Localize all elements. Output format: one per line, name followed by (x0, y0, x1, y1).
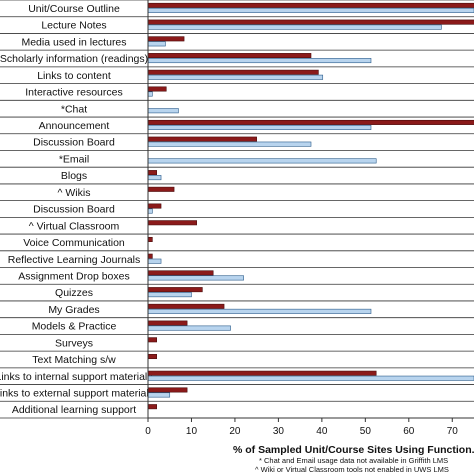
annotation-wiki-virtual-classroom: ^ Wiki or Virtual Classroom tools not en… (255, 465, 449, 474)
bar-series-1 (147, 303, 225, 309)
bar-series-2 (147, 7, 474, 13)
bar-series-2 (147, 141, 312, 147)
category-label: Lecture Notes (41, 20, 106, 32)
bar-series-1 (147, 320, 188, 326)
bar-series-1 (147, 19, 474, 25)
bar-series-1 (147, 220, 197, 226)
x-tick-label: 10 (186, 426, 198, 437)
bar-series-2 (147, 24, 442, 30)
category-label: Media used in lectures (21, 36, 126, 48)
category-label: Quizzes (55, 287, 93, 299)
bar-series-2 (147, 275, 244, 281)
bar-series-1 (147, 337, 157, 343)
bar-series-1 (147, 253, 153, 259)
x-tick-label: 60 (403, 426, 415, 437)
bar-series-1 (147, 36, 185, 42)
bar-series-2 (147, 108, 179, 114)
category-label: Announcement (39, 120, 110, 132)
bar-series-1 (147, 69, 319, 75)
bar-series-2 (147, 392, 171, 398)
category-label: Text Matching s/w (32, 354, 116, 366)
bar-series-1 (147, 270, 214, 276)
category-label: *Chat (61, 103, 87, 115)
bar-series-1 (147, 387, 188, 393)
bar-series-2 (147, 208, 153, 214)
bar-series-2 (147, 292, 192, 298)
bar-series-1 (147, 236, 153, 242)
bar-series-1 (147, 354, 157, 360)
bar-series-2 (147, 74, 324, 80)
bar-series-1 (147, 404, 157, 410)
category-label: Interactive resources (25, 87, 122, 99)
bar-series-1 (147, 86, 167, 92)
category-label: *Email (59, 153, 89, 165)
bar-series-2 (147, 91, 153, 97)
category-label: Scholarly information (readings) (0, 53, 148, 65)
category-label: Additional learning support (12, 404, 136, 416)
x-tick-label: 40 (316, 426, 328, 437)
x-axis-title: % of Sampled Unit/Course Sites Using Fun… (233, 444, 474, 456)
bar-series-2 (147, 258, 162, 264)
category-label: Blogs (61, 170, 87, 182)
annotation-chat-email: * Chat and Email usage data not availabl… (259, 456, 448, 465)
category-label: ^ Wikis (58, 187, 91, 199)
bar-series-1 (147, 287, 203, 293)
category-label: Discussion Board (33, 137, 115, 149)
category-label: Reflective Learning Journals (8, 254, 141, 266)
bar-series-1 (147, 370, 377, 376)
x-tick-label: 20 (229, 426, 241, 437)
x-tick-label: 50 (360, 426, 372, 437)
bar-series-1 (147, 203, 162, 209)
bars (147, 2, 474, 410)
bar-series-1 (147, 170, 157, 176)
bar-series-1 (147, 186, 175, 192)
category-label: My Grades (48, 304, 99, 316)
bar-series-2 (147, 41, 166, 47)
category-label: Links to external support materials (0, 388, 154, 400)
bar-series-2 (147, 325, 231, 331)
bar-series-2 (147, 308, 372, 314)
bar-series-2 (147, 175, 162, 181)
category-label: ^ Virtual Classroom (29, 220, 120, 232)
category-label: Voice Communication (23, 237, 125, 249)
bar-series-1 (147, 2, 474, 8)
category-label: Unit/Course Outline (28, 3, 120, 15)
bar-series-2 (147, 375, 474, 381)
bar-series-2 (147, 58, 372, 64)
x-tick-label: 70 (447, 426, 459, 437)
category-label: Models & Practice (32, 321, 117, 333)
category-label: Discussion Board (33, 204, 115, 216)
bar-series-2 (147, 124, 372, 130)
x-axis-ticks: 0 10 20 30 40 50 60 70 (145, 418, 458, 437)
category-label: Links to content (37, 70, 111, 82)
bar-series-1 (147, 119, 474, 125)
category-label: Assignment Drop boxes (18, 270, 129, 282)
bar-series-1 (147, 53, 312, 59)
x-tick-label: 0 (145, 426, 151, 437)
x-tick-label: 30 (273, 426, 285, 437)
bar-series-2 (147, 158, 377, 164)
category-label: Surveys (55, 337, 93, 349)
category-label: Links to internal support materials (0, 371, 153, 383)
category-labels: Unit/Course Outline Lecture Notes Media us… (0, 3, 154, 416)
bar-series-1 (147, 136, 257, 142)
